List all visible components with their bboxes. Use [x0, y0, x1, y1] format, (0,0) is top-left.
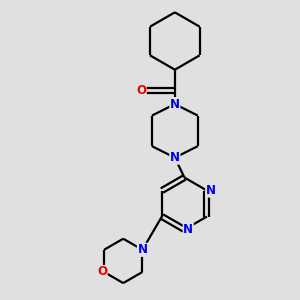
Text: N: N [206, 184, 216, 197]
Text: N: N [183, 223, 193, 236]
Text: N: N [137, 243, 147, 256]
Text: O: O [97, 266, 107, 278]
Text: N: N [170, 151, 180, 164]
Text: O: O [136, 84, 146, 97]
Text: N: N [170, 98, 180, 111]
